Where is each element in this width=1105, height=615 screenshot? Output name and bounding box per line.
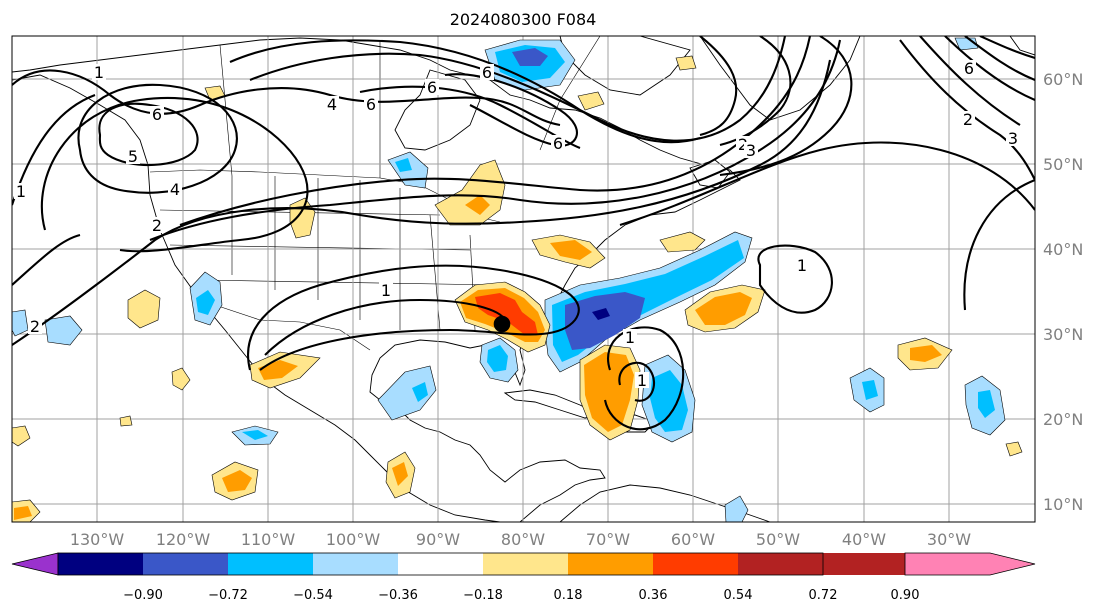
colorbar-extend-min [11, 552, 59, 576]
map-frame [11, 35, 1036, 523]
colorbar-tick-label: 0.54 [724, 588, 753, 603]
contour-label: 6 [482, 63, 492, 82]
lon-label: 90°W [416, 530, 460, 549]
lat-label: 60°N [1043, 70, 1083, 89]
lat-label: 20°N [1043, 410, 1083, 429]
lat-label: 10°N [1043, 495, 1083, 514]
contour-label: 5 [128, 147, 138, 166]
colorbar-bin [398, 553, 483, 575]
contour-label: 4 [170, 180, 180, 199]
colorbar-bin [313, 553, 398, 575]
contour-label: 1 [797, 256, 807, 275]
north-america-land [12, 37, 741, 522]
colorbar-tick-label: −0.18 [463, 588, 503, 603]
colorbar-extend-max [823, 553, 905, 575]
contour-label: 6 [366, 95, 376, 114]
colorbar-bin [143, 553, 228, 575]
lon-label: 80°W [501, 530, 545, 549]
colorbar-tick-label: 0.18 [554, 588, 583, 603]
contour-label: 1 [637, 371, 647, 390]
colorbar-bin [568, 553, 653, 575]
colorbar-tick-label: −0.90 [123, 588, 163, 603]
map-title: 2024080300 F084 [450, 10, 597, 29]
contour-label: 1 [16, 182, 26, 201]
lon-label: 70°W [586, 530, 630, 549]
lat-label: 40°N [1043, 240, 1083, 259]
contour-label: 1 [94, 63, 104, 82]
lon-label: 30°W [927, 530, 971, 549]
colorbar-bin [738, 553, 823, 575]
lon-label: 40°W [842, 530, 886, 549]
colorbar-tick-label: 0.36 [639, 588, 668, 603]
contour-label: 3 [1008, 129, 1018, 148]
contour-labels: 1 6 6 6 6 6 4 2 1 1 1 2 2 3 6 1 1 2 3 [14, 59, 1020, 390]
contour-label: 6 [152, 105, 162, 124]
contour-label: 4 [327, 95, 337, 114]
lon-label: 130°W [70, 530, 125, 549]
storm-center-marker [493, 315, 511, 333]
colorbar-tick-label: −0.36 [378, 588, 418, 603]
lat-label: 50°N [1043, 155, 1083, 174]
lat-label: 30°N [1043, 325, 1083, 344]
contour-label: 1 [625, 328, 635, 347]
colorbar-bin [58, 553, 143, 575]
latitude-labels: 60°N 50°N 40°N 30°N 20°N 10°N [1043, 70, 1083, 514]
contour-label: 2 [738, 135, 748, 154]
contour-label: 6 [964, 59, 974, 78]
iceland [1009, 36, 1035, 56]
contour-label: 6 [427, 78, 437, 97]
contour-label: 2 [152, 216, 162, 235]
colorbar-bin [653, 553, 738, 575]
colorbar-tick-label: −0.72 [208, 588, 248, 603]
colorbar-bin [483, 553, 568, 575]
lon-label: 120°W [156, 530, 211, 549]
contour-label: 1 [381, 281, 391, 300]
contour-label: 6 [553, 134, 563, 153]
lon-label: 60°W [671, 530, 715, 549]
contour-label: 2 [30, 317, 40, 336]
colorbar-tick-label: 0.72 [809, 588, 838, 603]
contour-label: 2 [963, 110, 973, 129]
colorbar-extend-max-tip [904, 552, 1036, 576]
contour-label: 3 [746, 141, 756, 160]
colorbar-tick-label: −0.54 [293, 588, 333, 603]
colorbar-bin [228, 553, 313, 575]
lon-label: 50°W [756, 530, 800, 549]
colorbar: −0.90 −0.72 −0.54 −0.36 −0.18 0.18 0.36 … [11, 552, 1036, 603]
lon-label: 100°W [326, 530, 381, 549]
colorbar-tick-label: 0.90 [891, 588, 920, 603]
lon-label: 110°W [241, 530, 296, 549]
greenland [699, 36, 861, 121]
longitude-labels: 130°W 120°W 110°W 100°W 90°W 80°W 70°W 6… [70, 530, 971, 549]
